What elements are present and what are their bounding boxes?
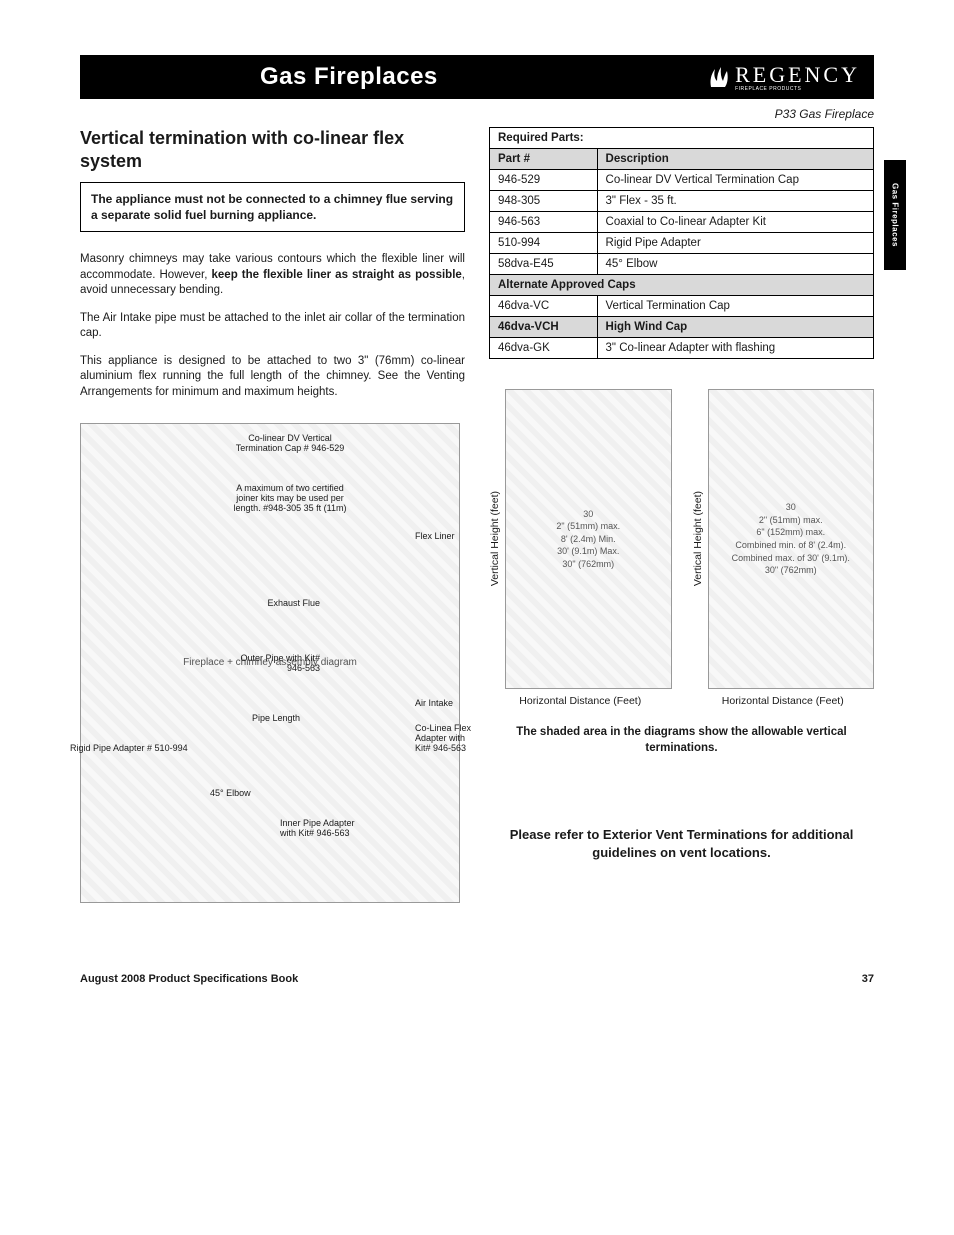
product-name: P33 Gas Fireplace — [80, 107, 874, 121]
desc-cell: 3" Flex - 35 ft. — [597, 191, 873, 212]
desc-cell: Coaxial to Co-linear Adapter Kit — [597, 212, 873, 233]
refer-note: Please refer to Exterior Vent Terminatio… — [489, 826, 874, 861]
part-cell: 510-994 — [490, 233, 598, 254]
diag-label-joiner: A maximum of two certified joiner kits m… — [230, 483, 350, 514]
chart-xlabel: Horizontal Distance (Feet) — [692, 695, 875, 707]
header-bar: Gas Fireplaces REGENCY FIREPLACE PRODUCT… — [80, 55, 874, 99]
chart-right-ann-0: 2" (51mm) max. — [759, 515, 823, 525]
diag-label-rigid: Rigid Pipe Adapter # 510-994 — [70, 743, 190, 753]
paragraph-1b: keep the flexible liner as straight as p… — [212, 269, 462, 281]
diag-label-outer: Outer Pipe with Kit# 946-563 — [240, 653, 320, 674]
chart-left-ann-1: 8' (2.4m) Min. — [561, 534, 616, 544]
alt-caps-label: Alternate Approved Caps — [490, 275, 874, 296]
brand-logo: REGENCY FIREPLACE PRODUCTS — [707, 62, 860, 92]
left-column: Vertical termination with co-linear flex… — [80, 127, 465, 903]
chart-right-ann-4: 30" (762mm) — [765, 565, 817, 575]
desc-cell: 45° Elbow — [597, 254, 873, 275]
chart-right: Vertical Height (feet) 30 2" (51mm) max.… — [692, 389, 875, 707]
table-row: 948-3053" Flex - 35 ft. — [490, 191, 874, 212]
part-cell: 946-563 — [490, 212, 598, 233]
diag-label-flexliner: Flex Liner — [415, 531, 455, 541]
desc-cell: Co-linear DV Vertical Termination Cap — [597, 170, 873, 191]
brand-name: REGENCY — [735, 62, 860, 88]
chart-left-plot: 30 2" (51mm) max. 8' (2.4m) Min. 30' (9.… — [505, 389, 672, 689]
warning-box: The appliance must not be connected to a… — [80, 182, 465, 232]
chart-right-ann-3: Combined max. of 30' (9.1m). — [732, 553, 850, 563]
diag-label-exhaust: Exhaust Flue — [240, 598, 320, 608]
part-cell: 58dva-E45 — [490, 254, 598, 275]
desc-cell: High Wind Cap — [597, 317, 873, 338]
footer-right: 37 — [862, 973, 874, 985]
table-row: 946-529Co-linear DV Vertical Termination… — [490, 170, 874, 191]
table-row: 46dva-GK3" Co-linear Adapter with flashi… — [490, 338, 874, 359]
table-required-header: Required Parts: — [490, 128, 874, 149]
table-row: 946-563Coaxial to Co-linear Adapter Kit — [490, 212, 874, 233]
diag-label-cap: Co-linear DV Vertical Termination Cap # … — [230, 433, 350, 454]
header-title: Gas Fireplaces — [260, 63, 438, 91]
section-heading: Vertical termination with co-linear flex… — [80, 127, 465, 172]
chart-left-ann-0: 2" (51mm) max. — [556, 521, 620, 531]
parts-table: Required Parts: Part # Description 946-5… — [489, 127, 874, 359]
table-row: 46dva-VCHHigh Wind Cap — [490, 317, 874, 338]
side-tab: Gas Fireplaces — [884, 160, 906, 270]
part-cell: 946-529 — [490, 170, 598, 191]
desc-cell: Vertical Termination Cap — [597, 296, 873, 317]
table-row: 58dva-E4545° Elbow — [490, 254, 874, 275]
diag-label-airintake: Air Intake — [415, 698, 453, 708]
right-column: Required Parts: Part # Description 946-5… — [489, 127, 874, 903]
chart-left: Vertical Height (feet) 30 2" (51mm) max.… — [489, 389, 672, 707]
chart-left-tick: 30 — [583, 509, 593, 519]
flame-icon — [707, 63, 731, 91]
page-footer: August 2008 Product Specifications Book … — [80, 973, 874, 985]
chart-right-plot: 30 2" (51mm) max. 6" (152mm) max. Combin… — [708, 389, 875, 689]
table-row: 510-994Rigid Pipe Adapter — [490, 233, 874, 254]
part-cell: 948-305 — [490, 191, 598, 212]
desc-cell: Rigid Pipe Adapter — [597, 233, 873, 254]
chart-xlabel: Horizontal Distance (Feet) — [489, 695, 672, 707]
chart-ylabel: Vertical Height (feet) — [692, 491, 704, 586]
diag-label-pipelen: Pipe Length — [220, 713, 300, 723]
col-desc: Description — [597, 149, 873, 170]
desc-cell: 3" Co-linear Adapter with flashing — [597, 338, 873, 359]
paragraph-3: This appliance is designed to be attache… — [80, 354, 465, 401]
chart-right-tick: 30 — [786, 502, 796, 512]
table-row: 46dva-VCVertical Termination Cap — [490, 296, 874, 317]
diag-label-inner: Inner Pipe Adapter with Kit# 946-563 — [280, 818, 360, 839]
diag-label-elbow: 45° Elbow — [210, 788, 251, 798]
diag-label-colinea: Co-Linea Flex Adapter with Kit# 946-563 — [415, 723, 475, 754]
table-alt-header: Alternate Approved Caps — [490, 275, 874, 296]
chart-row: Vertical Height (feet) 30 2" (51mm) max.… — [489, 389, 874, 707]
chart-right-ann-1: 6" (152mm) max. — [756, 527, 825, 537]
paragraph-2: The Air Intake pipe must be attached to … — [80, 311, 465, 342]
part-cell: 46dva-VCH — [490, 317, 598, 338]
chart-left-ann-2: 30' (9.1m) Max. — [557, 546, 619, 556]
chart-right-ann-2: Combined min. of 8' (2.4m). — [735, 540, 846, 550]
table-column-header: Part # Description — [490, 149, 874, 170]
part-cell: 46dva-VC — [490, 296, 598, 317]
col-part: Part # — [490, 149, 598, 170]
paragraph-1: Masonry chimneys may take various contou… — [80, 252, 465, 299]
shade-note: The shaded area in the diagrams show the… — [489, 725, 874, 756]
chart-ylabel: Vertical Height (feet) — [489, 491, 501, 586]
required-parts-label: Required Parts: — [490, 128, 874, 149]
footer-left: August 2008 Product Specifications Book — [80, 973, 298, 985]
chart-left-ann-3: 30" (762mm) — [562, 559, 614, 569]
part-cell: 46dva-GK — [490, 338, 598, 359]
